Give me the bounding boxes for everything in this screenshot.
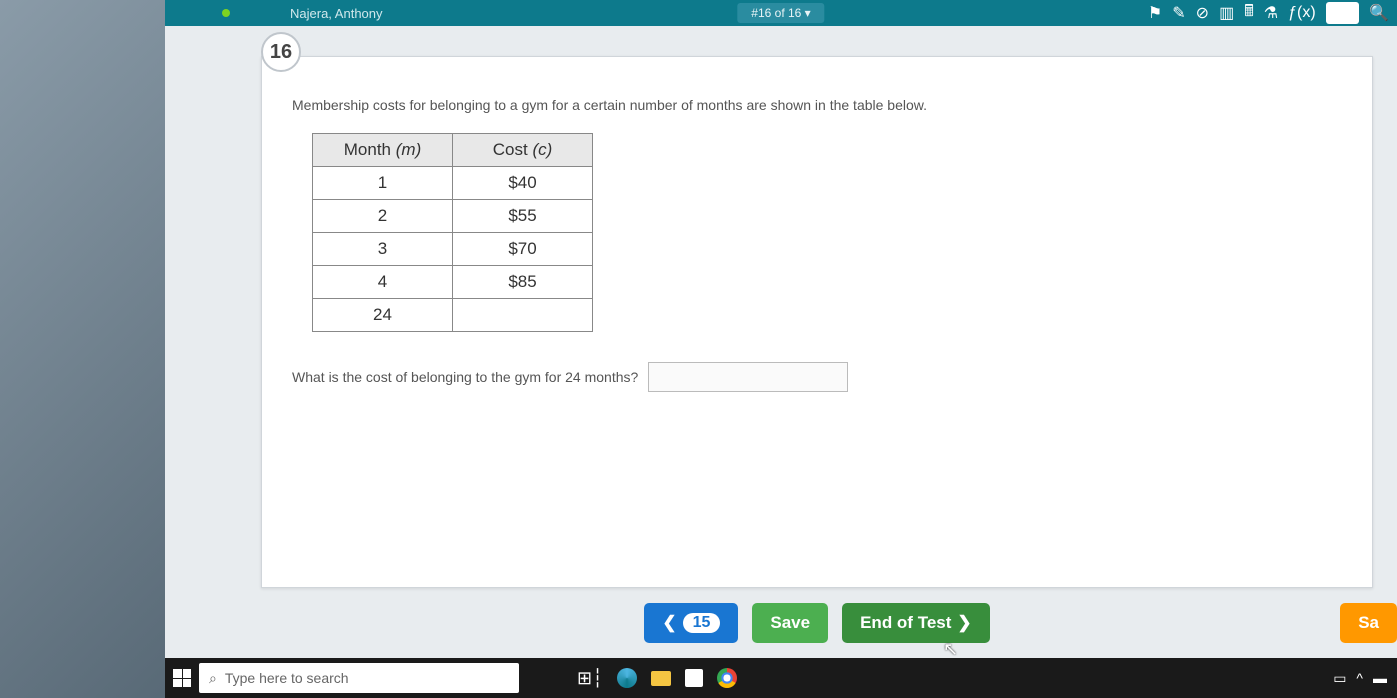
save-button[interactable]: Save	[752, 603, 828, 643]
task-view-icon[interactable]: ⊞┆	[577, 668, 603, 689]
question-subprompt-row: What is the cost of belonging to the gym…	[292, 362, 1342, 392]
top-bar: Najera, Anthony #16 of 16 ▾ ⚑ ✎ ⊘ ▥ 🖩 ⚗ …	[165, 0, 1397, 26]
zoom-icon[interactable]: 🔍	[1369, 3, 1389, 23]
content-area: 16 Membership costs for belonging to a g…	[165, 26, 1397, 698]
question-prompt: Membership costs for belonging to a gym …	[292, 97, 1342, 113]
ruler-icon[interactable]: ▥	[1219, 3, 1234, 23]
flag-icon[interactable]: ⚑	[1148, 3, 1162, 23]
table-row: 2$55	[313, 200, 593, 233]
data-table: Month (m) Cost (c) 1$40 2$55 3$70 4$85 2…	[312, 133, 593, 332]
start-icon[interactable]	[173, 669, 191, 687]
toolbar-icons: ⚑ ✎ ⊘ ▥ 🖩 ⚗ ƒ(x) 0 ▾ 🔍	[1148, 0, 1389, 27]
student-name: Najera, Anthony	[290, 6, 383, 21]
question-number-badge: 16	[261, 32, 301, 72]
prohibit-icon[interactable]: ⊘	[1196, 3, 1209, 23]
file-explorer-icon[interactable]	[651, 671, 671, 686]
end-test-button[interactable]: End of Test ❯	[842, 603, 990, 643]
question-card: Membership costs for belonging to a gym …	[261, 56, 1373, 588]
table-header-month: Month (m)	[313, 134, 453, 167]
edge-icon[interactable]	[617, 668, 637, 688]
zero-badge[interactable]: 0 ▾	[1326, 2, 1359, 24]
status-dot-icon	[222, 9, 230, 17]
sa-button[interactable]: Sa	[1340, 603, 1397, 643]
search-placeholder: Type here to search	[225, 670, 349, 686]
question-subprompt: What is the cost of belonging to the gym…	[292, 369, 638, 385]
taskbar-apps: ⊞┆	[577, 668, 737, 689]
chevron-left-icon: ❮	[662, 613, 676, 633]
function-icon[interactable]: ƒ(x)	[1288, 4, 1316, 22]
tray-icon[interactable]: ▭	[1333, 670, 1346, 687]
flask-icon[interactable]: ⚗	[1264, 3, 1278, 23]
taskbar-search[interactable]: ⌕ Type here to search	[199, 663, 519, 693]
search-icon: ⌕	[209, 670, 217, 687]
chevron-right-icon: ❯	[957, 613, 971, 633]
table-row: 24	[313, 299, 593, 332]
question-position-dropdown[interactable]: #16 of 16 ▾	[737, 3, 824, 23]
prev-button[interactable]: ❮ 15	[644, 603, 738, 643]
prev-number: 15	[683, 613, 721, 633]
bottom-nav: ❮ 15 Save End of Test ❯ Sa	[261, 598, 1373, 648]
chevron-up-icon[interactable]: ^	[1356, 670, 1363, 686]
chrome-icon[interactable]	[717, 668, 737, 688]
table-row: 1$40	[313, 167, 593, 200]
store-icon[interactable]	[685, 669, 703, 687]
answer-input[interactable]	[648, 362, 848, 392]
table-row: 3$70	[313, 233, 593, 266]
battery-icon[interactable]: ▬	[1373, 670, 1387, 686]
calculator-icon[interactable]: 🖩	[1244, 0, 1254, 27]
table-header-cost: Cost (c)	[453, 134, 593, 167]
table-row: 4$85	[313, 266, 593, 299]
system-tray: ▭ ^ ▬	[1333, 670, 1387, 687]
windows-taskbar: ⌕ Type here to search ⊞┆ ▭ ^ ▬	[165, 658, 1397, 698]
app-screen: Najera, Anthony #16 of 16 ▾ ⚑ ✎ ⊘ ▥ 🖩 ⚗ …	[165, 0, 1397, 698]
pencil-icon[interactable]: ✎	[1172, 3, 1185, 23]
